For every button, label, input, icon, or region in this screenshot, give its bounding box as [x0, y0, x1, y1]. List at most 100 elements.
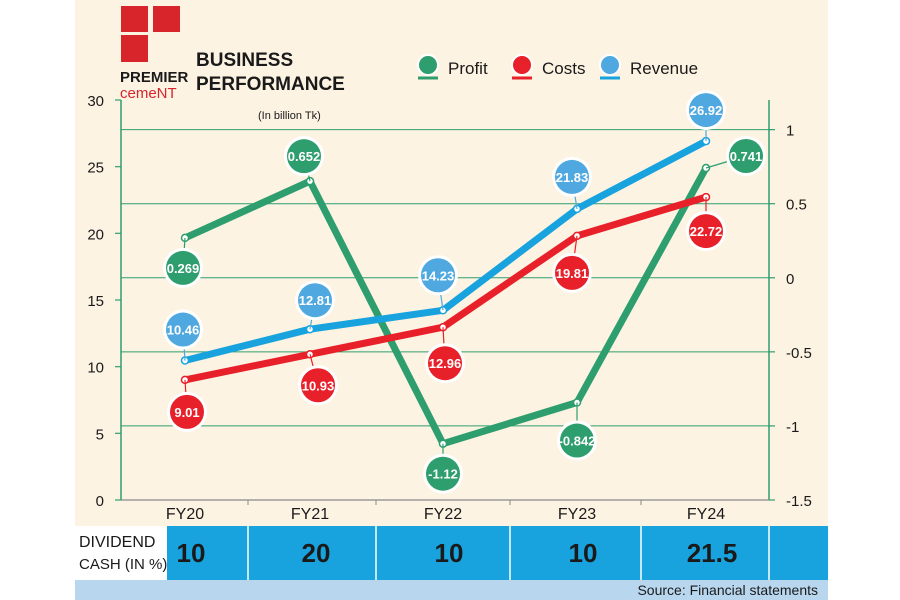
dividend-value: 10	[177, 538, 206, 568]
brand-name-line1: PREMIER	[120, 69, 189, 86]
label-bubble	[421, 258, 455, 293]
label-bubble	[166, 312, 200, 347]
right-tick-label: -1.5	[786, 493, 812, 510]
left-tick-label: 25	[87, 160, 104, 177]
logo-square-bl	[121, 35, 148, 62]
left-tick-label: 15	[87, 293, 104, 310]
right-tick-label: 0.5	[786, 197, 807, 214]
right-tick-label: 0	[786, 271, 794, 288]
x-tick-label: FY22	[424, 506, 462, 523]
data-label-text: 22.72	[690, 224, 723, 239]
data-label-text: 9.01	[174, 405, 199, 420]
right-tick-label: -0.5	[786, 345, 812, 362]
left-axis-ticks: 0 5 10 15 20 25 30	[87, 93, 121, 510]
data-label-text: 10.93	[302, 378, 335, 393]
data-label-text: -0.842	[559, 434, 596, 449]
data-label-costs: 22.72	[686, 211, 726, 252]
label-bubble	[428, 346, 462, 381]
right-tick-label: -1	[786, 419, 799, 436]
dividend-value: 20	[302, 538, 331, 568]
data-label-profit: 0.652	[284, 136, 324, 177]
data-label-costs: 19.81	[552, 252, 592, 293]
left-tick-label: 20	[87, 226, 104, 243]
legend-revenue-marker	[599, 54, 621, 76]
left-tick-label: 5	[96, 426, 104, 443]
data-label-revenue: 12.81	[295, 280, 335, 321]
label-bubble	[301, 368, 335, 403]
legend-item-profit: Profit	[417, 54, 488, 80]
chart-title-line2: PERFORMANCE	[196, 74, 345, 95]
data-label-text: 12.96	[429, 356, 462, 371]
data-label-text: 0.269	[167, 261, 200, 276]
legend-costs-label: Costs	[542, 59, 585, 78]
left-tick-label: 0	[96, 493, 104, 510]
footer-bar	[75, 580, 828, 600]
data-label-profit: 0.741	[726, 136, 766, 176]
dividend-value: 10	[435, 538, 464, 568]
legend-costs-marker	[511, 54, 533, 76]
right-axis-ticks: 1 0.5 0 -0.5 -1 -1.5	[769, 123, 812, 510]
data-label-text: 21.83	[556, 170, 589, 185]
legend-profit-marker	[417, 54, 439, 76]
x-tick-label: FY23	[558, 506, 596, 523]
dividend-bar	[167, 526, 828, 580]
data-label-revenue: 14.23	[418, 255, 458, 296]
data-label-text: 26.92	[690, 103, 723, 118]
legend-item-costs: Costs	[511, 54, 585, 80]
x-tick-label: FY20	[166, 506, 204, 523]
x-tick-label: FY24	[687, 506, 725, 523]
left-tick-label: 30	[87, 93, 104, 110]
label-bubble	[560, 423, 594, 458]
legend: Profit Costs Revenue	[417, 54, 698, 80]
legend-revenue-label: Revenue	[630, 59, 698, 78]
data-label-text: 0.741	[730, 149, 763, 164]
legend-item-revenue: Revenue	[599, 54, 698, 80]
label-bubble	[555, 255, 589, 290]
legend-profit-label: Profit	[448, 59, 488, 78]
left-tick-label: 10	[87, 360, 104, 377]
label-bubble	[287, 139, 321, 174]
right-tick-label: 1	[786, 123, 794, 140]
dividend-label-bg	[75, 526, 167, 580]
label-bubble	[298, 283, 332, 318]
label-bubble	[555, 159, 589, 194]
dividend-values: 10 20 10 10 21.5	[177, 526, 770, 580]
data-label-profit: 0.269	[163, 247, 203, 288]
chart-title-line1: BUSINESS	[196, 50, 293, 71]
x-tick-label: FY21	[291, 506, 329, 523]
dividend-label-line1: DIVIDEND	[79, 534, 155, 551]
dividend-value: 21.5	[687, 538, 738, 568]
label-bubble	[729, 139, 763, 173]
dividend-row: DIVIDEND CASH (IN %) 10 20 10 10 21.5	[75, 526, 828, 580]
dividend-label-line2: CASH (IN %)	[79, 556, 167, 573]
data-label-text: 12.81	[299, 293, 332, 308]
label-bubble	[426, 456, 460, 491]
label-bubble	[689, 93, 723, 128]
label-bubble	[689, 214, 723, 249]
label-bubble	[170, 394, 204, 429]
data-labels: 0.269 0.652 -1.12 -0.842 0.741 9.01 10.93 12.96…	[163, 90, 766, 494]
data-label-costs: 12.96	[425, 343, 465, 384]
data-label-text: 19.81	[556, 266, 589, 281]
data-label-costs: 10.93	[298, 365, 338, 406]
data-label-costs: 9.01	[167, 391, 207, 432]
data-label-profit: -0.842	[557, 420, 597, 461]
x-axis-ticks: FY20 FY21 FY22 FY23 FY24	[166, 500, 725, 523]
data-label-text: 14.23	[422, 268, 455, 283]
unit-note: (In billion Tk)	[258, 110, 321, 122]
premier-cement-logo: PREMIER cemeNT	[120, 6, 189, 102]
data-label-revenue: 10.46	[163, 309, 203, 350]
logo-square-tl	[121, 6, 148, 32]
logo-square-tr	[153, 6, 180, 32]
data-label-text: -1.12	[428, 467, 458, 482]
source-note: Source: Financial statements	[637, 582, 818, 598]
data-label-profit: -1.12	[423, 453, 463, 494]
data-label-text: 0.652	[288, 149, 321, 164]
dividend-value: 10	[569, 538, 598, 568]
data-label-revenue: 26.92	[686, 90, 726, 131]
data-label-revenue: 21.83	[552, 156, 592, 197]
data-label-text: 10.46	[167, 323, 200, 338]
label-bubble	[166, 250, 200, 285]
brand-name-line2: cemeNT	[120, 85, 177, 102]
